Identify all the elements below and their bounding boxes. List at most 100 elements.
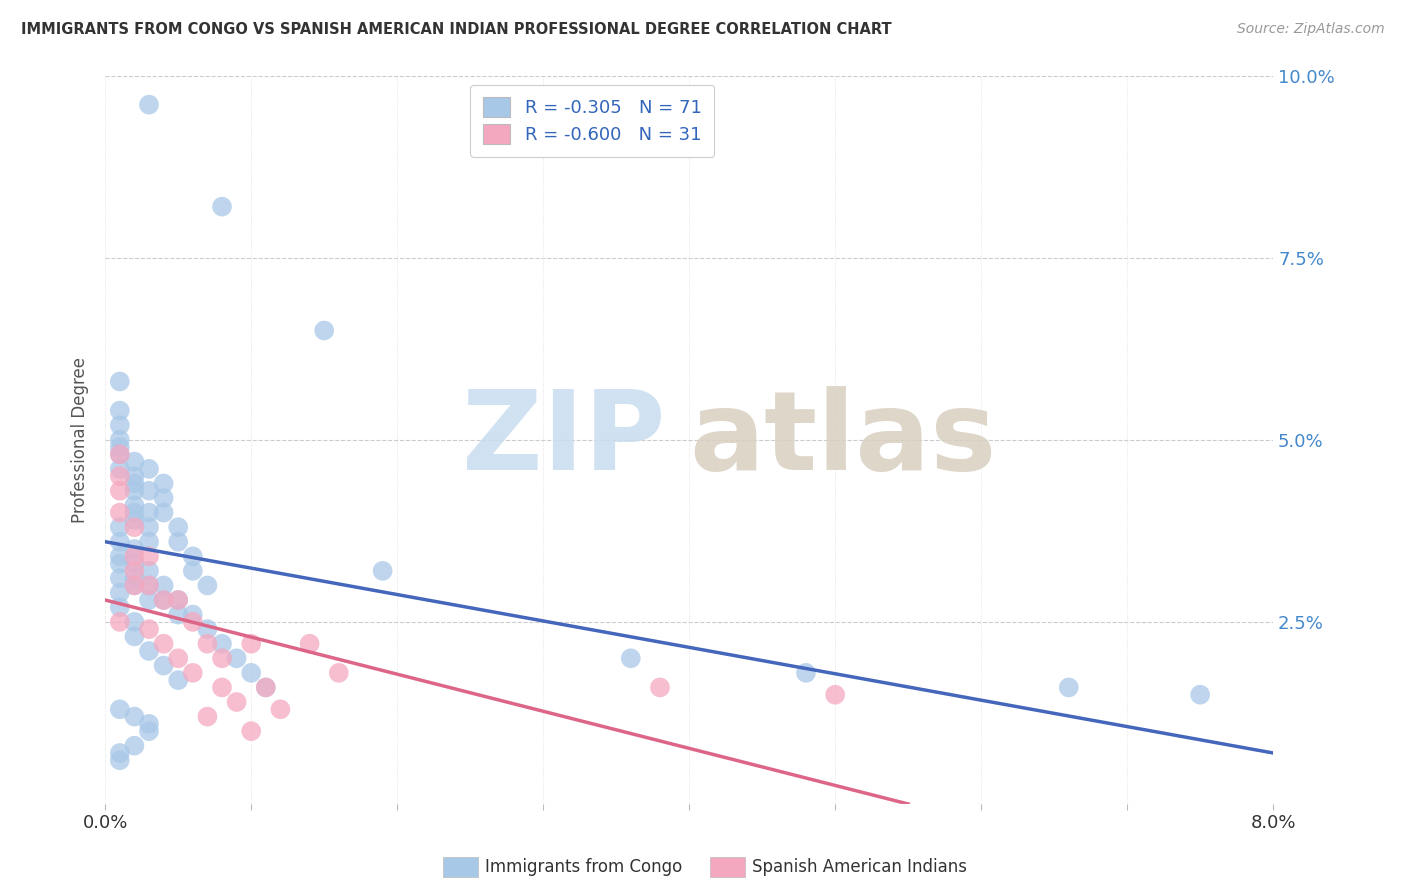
Point [138, 483, 160, 498]
Point [124, 513, 146, 527]
Point [240, 637, 263, 651]
Point [298, 637, 321, 651]
Point [197, 637, 219, 651]
Point [211, 681, 233, 695]
Point [138, 564, 160, 578]
Point [328, 665, 350, 680]
Point [124, 629, 146, 643]
Point [124, 549, 146, 564]
Point [108, 549, 131, 564]
Point [225, 651, 247, 665]
Point [108, 440, 131, 454]
Point [211, 200, 233, 214]
Point [181, 665, 204, 680]
Point [124, 557, 146, 571]
Point [240, 724, 263, 739]
Point [124, 564, 146, 578]
Point [124, 520, 146, 534]
Point [824, 688, 846, 702]
Point [108, 702, 131, 716]
Point [138, 97, 160, 112]
Point [254, 681, 277, 695]
Point [108, 615, 131, 629]
Point [620, 651, 643, 665]
Point [167, 534, 190, 549]
Point [225, 695, 247, 709]
Point [108, 585, 131, 599]
Text: ZIP: ZIP [463, 386, 666, 493]
Point [152, 476, 174, 491]
Point [152, 637, 174, 651]
Point [254, 681, 277, 695]
Point [124, 571, 146, 585]
Point [124, 709, 146, 723]
Point [152, 491, 174, 505]
Point [124, 454, 146, 468]
Point [240, 665, 263, 680]
Legend: R = -0.305   N = 71, R = -0.600   N = 31: R = -0.305 N = 71, R = -0.600 N = 31 [471, 85, 714, 157]
Point [124, 578, 146, 592]
Point [124, 469, 146, 483]
Point [181, 549, 204, 564]
Point [108, 447, 131, 461]
Point [108, 483, 131, 498]
Text: Immigrants from Congo: Immigrants from Congo [485, 858, 682, 876]
Point [181, 607, 204, 622]
Point [1189, 688, 1212, 702]
Point [197, 622, 219, 636]
Point [108, 571, 131, 585]
Point [108, 469, 131, 483]
Point [211, 651, 233, 665]
Point [1057, 681, 1080, 695]
Text: Source: ZipAtlas.com: Source: ZipAtlas.com [1237, 22, 1385, 37]
Point [794, 665, 817, 680]
Text: IMMIGRANTS FROM CONGO VS SPANISH AMERICAN INDIAN PROFESSIONAL DEGREE CORRELATION: IMMIGRANTS FROM CONGO VS SPANISH AMERICA… [21, 22, 891, 37]
Point [152, 506, 174, 520]
Point [124, 506, 146, 520]
Point [124, 483, 146, 498]
Point [648, 681, 671, 695]
Point [167, 520, 190, 534]
Point [138, 578, 160, 592]
Point [138, 578, 160, 592]
Point [152, 593, 174, 607]
Point [181, 564, 204, 578]
Point [108, 746, 131, 760]
Point [269, 702, 291, 716]
Point [124, 739, 146, 753]
Point [138, 724, 160, 739]
Point [152, 658, 174, 673]
Point [108, 534, 131, 549]
Point [108, 557, 131, 571]
Point [124, 615, 146, 629]
Point [167, 651, 190, 665]
Point [197, 578, 219, 592]
Point [124, 541, 146, 556]
Point [124, 498, 146, 512]
Point [108, 375, 131, 389]
Point [371, 564, 394, 578]
Point [181, 615, 204, 629]
Point [138, 716, 160, 731]
Point [138, 644, 160, 658]
Point [108, 506, 131, 520]
Point [138, 622, 160, 636]
Point [108, 403, 131, 417]
Point [138, 506, 160, 520]
Point [138, 534, 160, 549]
Point [108, 418, 131, 433]
Point [138, 462, 160, 476]
Point [138, 593, 160, 607]
Point [211, 637, 233, 651]
Point [108, 433, 131, 447]
Point [108, 600, 131, 615]
Point [124, 476, 146, 491]
Y-axis label: Professional Degree: Professional Degree [72, 357, 89, 523]
Point [124, 578, 146, 592]
Point [167, 607, 190, 622]
Point [314, 323, 336, 337]
Point [108, 447, 131, 461]
Text: atlas: atlas [689, 386, 997, 493]
Point [167, 673, 190, 687]
Point [138, 520, 160, 534]
